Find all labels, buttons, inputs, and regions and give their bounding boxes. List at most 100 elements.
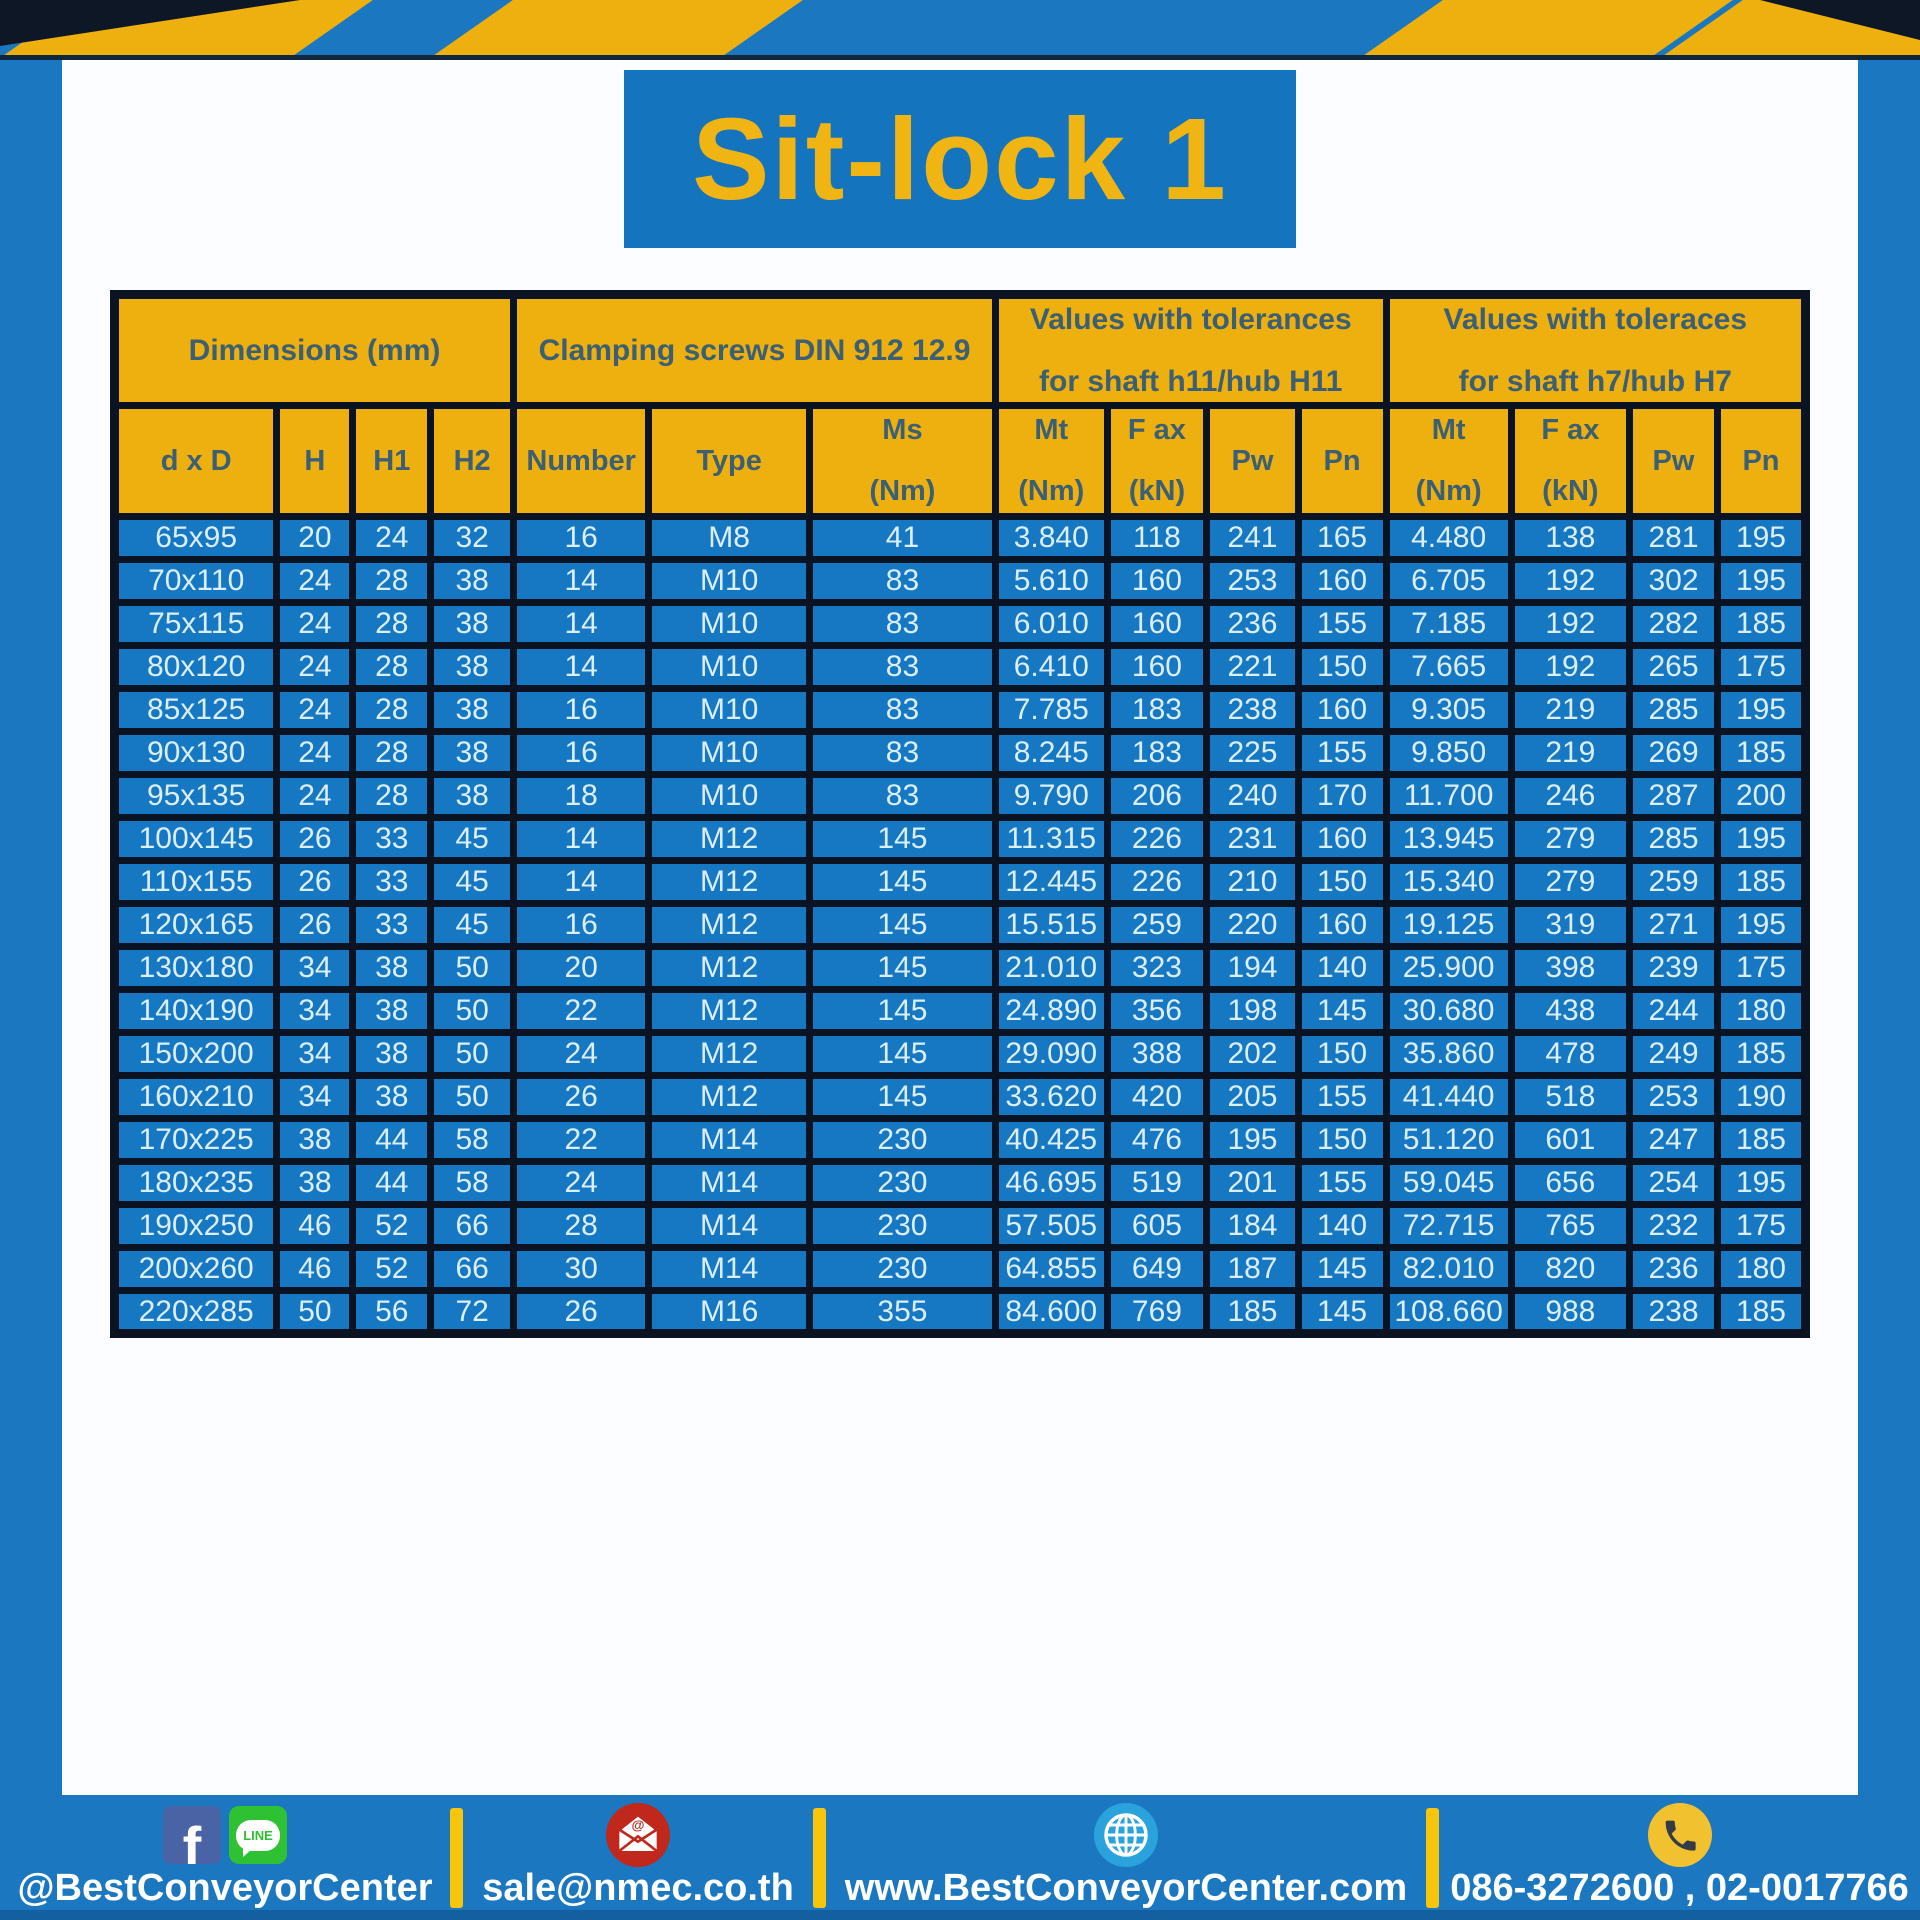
email-address[interactable]: sale@nmec.co.th (482, 1867, 794, 1909)
table-cell: 46.695 (991, 1158, 1111, 1208)
table-cell: M12 (645, 986, 813, 1036)
facebook-icon[interactable]: f (163, 1806, 221, 1864)
group-header-dimensions: Dimensions (mm) (110, 291, 518, 409)
column-header-mt-h7: Mt (Nm) (1382, 402, 1515, 520)
table-cell: 26 (510, 1072, 653, 1122)
table-cell: M10 (645, 771, 813, 821)
table-cell: 198 (1203, 986, 1302, 1036)
line-app-icon[interactable]: LINE (229, 1806, 287, 1864)
phone-icon[interactable] (1647, 1803, 1712, 1867)
table-cell: 282 (1626, 599, 1721, 649)
table-row: 95x135 24 28 38 18 M10 83 9.790 206 240 … (110, 771, 1810, 821)
globe-icon[interactable] (1094, 1803, 1158, 1867)
column-header-pw-h11: Pw (1203, 402, 1302, 520)
table-cell: 24 (510, 1158, 653, 1208)
footer-bottom-edge (0, 1910, 1920, 1920)
column-header-pn-h7: Pn (1713, 402, 1810, 520)
table-cell: M14 (645, 1158, 813, 1208)
table-cell: 145 (805, 986, 999, 1036)
hazard-bar-top (0, 0, 1920, 60)
table-cell: 155 (1294, 728, 1390, 778)
table-cell: 236 (1203, 599, 1302, 649)
table-cell: 601 (1507, 1115, 1634, 1165)
table-cell: 108.660 (1382, 1287, 1515, 1337)
table-cell: 180 (1713, 1244, 1810, 1294)
table-cell: 519 (1103, 1158, 1211, 1208)
table-cell: 302 (1626, 556, 1721, 606)
table-cell: 50 (427, 1072, 518, 1122)
footer-website-section[interactable]: www.BestConveyorCenter.com (826, 1795, 1426, 1907)
table-cell: 323 (1103, 943, 1211, 993)
table-cell: 478 (1507, 1029, 1634, 1079)
table-cell: 38 (427, 685, 518, 735)
table-cell: 24 (273, 685, 357, 735)
table-cell: 33 (349, 814, 435, 864)
footer-email-section[interactable]: @ sale@nmec.co.th (463, 1795, 813, 1907)
table-cell: 160 (1103, 599, 1211, 649)
table-cell: M12 (645, 1072, 813, 1122)
table-body: 65x95 20 24 32 16 M8 41 3.840 118 241 16… (110, 513, 1810, 1337)
mail-icon[interactable]: @ (606, 1803, 670, 1867)
table-cell: 253 (1203, 556, 1302, 606)
phone-numbers[interactable]: 086-3272600 , 02-0017766 (1450, 1867, 1909, 1909)
table-row: 75x115 24 28 38 14 M10 83 6.010 160 236 … (110, 599, 1810, 649)
table-cell: 56 (349, 1287, 435, 1337)
table-cell: 205 (1203, 1072, 1302, 1122)
table-cell: 185 (1713, 1287, 1810, 1337)
table-cell: 24 (349, 513, 435, 563)
table-cell: 41.440 (1382, 1072, 1515, 1122)
table-cell: 225 (1203, 728, 1302, 778)
table-cell: 241 (1203, 513, 1302, 563)
table-cell: M12 (645, 814, 813, 864)
table-cell: 165 (1294, 513, 1390, 563)
table-cell: 34 (273, 1029, 357, 1079)
table-row: 80x120 24 28 38 14 M10 83 6.410 160 221 … (110, 642, 1810, 692)
table-cell: 24 (273, 642, 357, 692)
table-cell: 240 (1203, 771, 1302, 821)
table-cell: 38 (427, 771, 518, 821)
table-cell: 200 (1713, 771, 1810, 821)
table-cell: 185 (1203, 1287, 1302, 1337)
footer-social-section[interactable]: f LINE @BestConveyorCenter (0, 1795, 450, 1907)
table-cell: 26 (273, 814, 357, 864)
table-cell: 145 (1294, 1244, 1390, 1294)
table-cell: 15.340 (1382, 857, 1515, 907)
table-row: 90x130 24 28 38 16 M10 83 8.245 183 225 … (110, 728, 1810, 778)
table-cell: 29.090 (991, 1029, 1111, 1079)
table-cell: M8 (645, 513, 813, 563)
table-cell: 210 (1203, 857, 1302, 907)
table-row: 200x260 46 52 66 30 M14 230 64.855 649 1… (110, 1244, 1810, 1294)
table-cell: 28 (349, 771, 435, 821)
table-cell: 398 (1507, 943, 1634, 993)
table-cell: 247 (1626, 1115, 1721, 1165)
title-box: Sit-lock 1 (624, 70, 1296, 248)
table-cell: 238 (1203, 685, 1302, 735)
table-cell: 192 (1507, 556, 1634, 606)
group-header-row: Dimensions (mm) Clamping screws DIN 912 … (110, 291, 1810, 409)
table-cell: 14 (510, 642, 653, 692)
table-cell: 145 (1294, 986, 1390, 1036)
table-cell: 46 (273, 1244, 357, 1294)
table-cell: 194 (1203, 943, 1302, 993)
table-cell: 160 (1103, 642, 1211, 692)
social-handle[interactable]: @BestConveyorCenter (17, 1867, 433, 1909)
table-cell: 84.600 (991, 1287, 1111, 1337)
table-cell: 155 (1294, 1072, 1390, 1122)
table-cell: 20 (273, 513, 357, 563)
table-cell: 15.515 (991, 900, 1111, 950)
table-cell: 219 (1507, 685, 1634, 735)
table-cell: 269 (1626, 728, 1721, 778)
table-cell: 38 (427, 728, 518, 778)
table-cell: M16 (645, 1287, 813, 1337)
table-cell: 3.840 (991, 513, 1111, 563)
website-url[interactable]: www.BestConveyorCenter.com (844, 1867, 1408, 1909)
table-cell: 355 (805, 1287, 999, 1337)
table-row: 70x110 24 28 38 14 M10 83 5.610 160 253 … (110, 556, 1810, 606)
table-cell: 145 (805, 943, 999, 993)
table-cell: 175 (1713, 1201, 1810, 1251)
table-cell: 170 (1294, 771, 1390, 821)
table-cell: 155 (1294, 1158, 1390, 1208)
table-cell: 72 (427, 1287, 518, 1337)
footer-phone-section[interactable]: 086-3272600 , 02-0017766 (1439, 1795, 1920, 1907)
table-cell: 226 (1103, 857, 1211, 907)
